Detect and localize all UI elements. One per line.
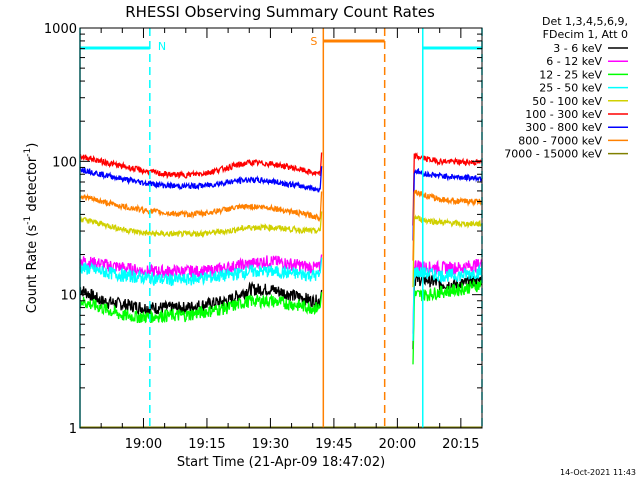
legend-entry-label: 50 - 100 keV <box>532 95 602 108</box>
y-axis-label-end: ) <box>25 143 40 148</box>
y-tick-label: 100 <box>52 155 77 170</box>
chart-title: RHESSI Observing Summary Count Rates <box>125 3 435 21</box>
x-tick-label: 20:15 <box>442 437 479 452</box>
series-line <box>79 292 323 324</box>
legend-entry-label: 6 - 12 keV <box>546 55 602 68</box>
y-axis-label-main: Count Rate (s <box>25 225 40 314</box>
y-axis-label-sup-1: -1 <box>23 216 33 225</box>
series-line <box>412 214 483 288</box>
series-line <box>79 211 323 239</box>
legend-entry-label: 800 - 7000 keV <box>518 134 602 147</box>
y-axis-label-sup-2: -1 <box>23 148 33 157</box>
series-line <box>412 189 483 261</box>
series-line <box>412 152 483 226</box>
x-tick-label: 19:00 <box>125 437 162 452</box>
legend-entry-label: 7000 - 15000 keV <box>504 148 602 161</box>
x-axis-label: Start Time (21-Apr-09 18:47:02) <box>177 455 385 470</box>
x-tick-label: 19:45 <box>315 437 352 452</box>
legend-entry-label: 100 - 300 keV <box>525 108 602 121</box>
x-tick-label: 20:00 <box>379 437 416 452</box>
legend-entry-label: 300 - 800 keV <box>525 121 602 134</box>
x-tick-label: 19:15 <box>188 437 225 452</box>
x-tick-label: 19:30 <box>252 437 289 452</box>
legend-entry-label: 3 - 6 keV <box>553 42 602 55</box>
series-line <box>412 278 483 365</box>
y-axis-label-mid: detector <box>25 156 40 216</box>
y-axis: 1 10 100 1000 <box>44 22 482 437</box>
y-tick-label: 1 <box>69 422 77 437</box>
legend-entry-label: 25 - 50 keV <box>539 82 602 95</box>
x-axis: 19:00 19:15 19:30 19:45 20:00 20:15 <box>79 28 483 452</box>
y-tick-label: 1000 <box>44 22 77 37</box>
night-marker-label: N <box>158 40 166 53</box>
legend-header-line-2: FDecim 1, Att 0 <box>543 28 628 41</box>
series-line <box>412 167 483 241</box>
y-tick-label: 10 <box>60 289 77 304</box>
y-axis-label: Count Rate (s-1 detector-1) <box>23 143 40 314</box>
series-line <box>412 263 483 341</box>
legend-header-line-1: Det 1,3,4,5,6,9, <box>542 15 628 28</box>
legend-entry-label: 12 - 25 keV <box>539 68 602 81</box>
series-line <box>79 191 323 223</box>
series-line <box>79 257 323 287</box>
series-line <box>79 152 323 180</box>
saa-marker-label: S <box>310 35 317 48</box>
legend: Det 1,3,4,5,6,9, FDecim 1, Att 0 3 - 6 k… <box>504 15 628 161</box>
plot-frame <box>79 27 483 429</box>
footer-timestamp: 14-Oct-2021 11:43 <box>560 468 636 477</box>
series-line <box>79 166 323 193</box>
